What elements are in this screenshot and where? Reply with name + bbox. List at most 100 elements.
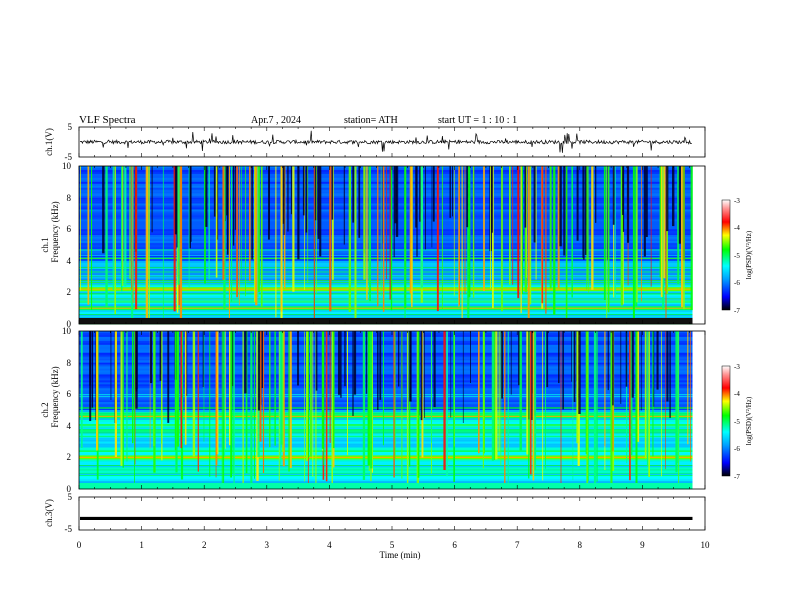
sferic-streak <box>279 331 282 465</box>
spectrogram-line <box>79 412 693 413</box>
sferic-streak <box>394 166 397 224</box>
ch2-spectrogram-ylabel-channel: ch.2 <box>40 402 50 417</box>
sferic-streak <box>626 166 630 243</box>
sferic-streak <box>223 331 225 488</box>
spectrogram-row <box>79 372 693 375</box>
sferic-streak <box>174 331 177 451</box>
spectrogram-line <box>79 428 693 429</box>
ch1-cb-tick-7: -7 <box>734 307 740 315</box>
sferic-streak <box>202 331 204 387</box>
sferic-streak <box>230 331 232 478</box>
sferic-streak <box>478 331 480 454</box>
sferic-streak <box>312 331 314 477</box>
sferic-streak <box>238 166 240 306</box>
spectrogram-row <box>79 463 693 466</box>
sferic-streak <box>576 166 579 241</box>
sferic-streak <box>307 331 309 458</box>
spectrogram-line <box>79 314 693 315</box>
ch2-cb-tick-7: -7 <box>734 473 740 481</box>
sferic-streak <box>650 166 652 287</box>
sferic-streak <box>519 331 522 451</box>
sferic-streak <box>512 166 514 285</box>
sferic-streak <box>604 331 606 447</box>
spectrogram-row <box>79 425 693 429</box>
sferic-streak <box>613 166 615 298</box>
sferic-streak <box>441 166 443 309</box>
sferic-streak <box>343 166 345 245</box>
sferic-streak <box>542 331 544 481</box>
sferic-streak <box>571 331 572 382</box>
sferic-streak <box>129 166 131 279</box>
sferic-streak <box>571 166 573 298</box>
sferic-streak <box>203 331 205 442</box>
spectrogram-row <box>79 300 693 303</box>
sferic-streak <box>153 331 156 473</box>
spectrogram-line <box>79 462 693 464</box>
sferic-streak <box>470 331 471 383</box>
sferic-streak <box>149 331 151 449</box>
sferic-streak <box>274 331 276 446</box>
sferic-streak <box>145 166 148 323</box>
spectrogram-line <box>79 408 693 409</box>
sferic-streak <box>681 166 684 308</box>
spectrogram-row <box>79 443 693 446</box>
sferic-streak <box>132 166 134 303</box>
spectrogram-line <box>79 425 693 426</box>
sferic-streak <box>535 166 537 280</box>
sferic-streak <box>432 166 435 222</box>
sferic-streak <box>348 166 351 312</box>
ch1-freq-tick-6: 6 <box>67 224 72 234</box>
sferic-streak <box>424 166 426 250</box>
ch2-freq-tick-10: 10 <box>62 326 72 336</box>
sferic-streak <box>223 166 226 309</box>
spectrogram-line <box>79 431 693 432</box>
chart-title: VLF Spectra <box>79 114 136 126</box>
sferic-streak <box>620 331 622 404</box>
sferic-streak <box>472 166 475 298</box>
sferic-streak <box>431 331 432 443</box>
sferic-streak <box>464 166 466 295</box>
spectrogram-row <box>79 427 693 431</box>
sferic-streak <box>352 331 354 416</box>
sferic-streak <box>545 166 547 314</box>
spectrogram-line <box>79 436 693 437</box>
sferic-streak <box>406 331 409 488</box>
sferic-streak <box>661 331 662 477</box>
sferic-streak <box>377 166 379 307</box>
sferic-streak <box>491 331 494 461</box>
sferic-streak <box>347 331 348 455</box>
spectrogram-row <box>79 179 693 183</box>
sferic-streak <box>443 331 446 470</box>
spectrogram-row <box>79 473 693 476</box>
sferic-streak <box>204 166 206 284</box>
sferic-streak <box>461 166 463 319</box>
sferic-streak <box>606 166 608 320</box>
spectrogram-row <box>79 447 693 450</box>
sferic-streak <box>367 331 370 466</box>
spectrogram-row <box>79 268 693 271</box>
sferic-streak <box>131 166 132 290</box>
ch2-cb-tick-6: -6 <box>734 445 740 453</box>
spectrogram-row <box>79 390 693 393</box>
sferic-streak <box>529 166 532 305</box>
sferic-streak <box>102 166 105 254</box>
sferic-streak <box>254 331 255 479</box>
sferic-streak <box>652 331 654 457</box>
ch3-ytick-bottom: -5 <box>65 524 73 534</box>
sferic-streak <box>507 331 509 484</box>
spectrogram-row <box>79 382 693 385</box>
spectrogram-row <box>79 203 693 206</box>
spectrogram-row <box>79 439 693 442</box>
sferic-streak <box>630 331 633 456</box>
sferic-streak <box>186 331 188 396</box>
sferic-streak <box>459 166 460 306</box>
spectrogram-row <box>79 185 693 189</box>
ch2-freq-tick-4: 4 <box>67 421 72 431</box>
sferic-streak <box>89 331 91 386</box>
sferic-streak <box>208 166 210 280</box>
sferic-streak <box>626 331 628 464</box>
sferic-streak <box>524 166 527 228</box>
spectrogram-line <box>79 250 693 251</box>
spectrogram-row <box>79 177 693 181</box>
sferic-streak <box>370 331 373 469</box>
